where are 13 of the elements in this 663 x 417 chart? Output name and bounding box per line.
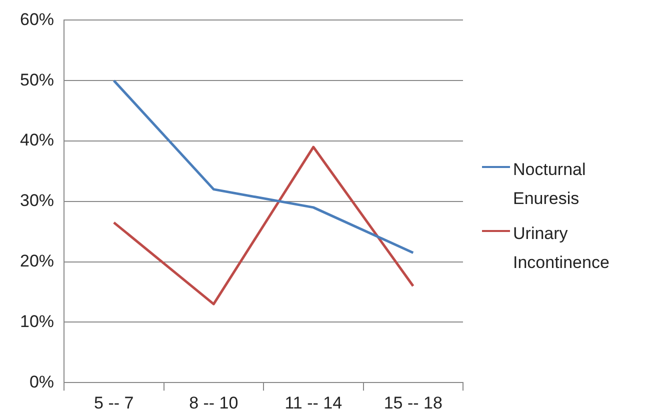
y-tick-label: 40%: [20, 130, 54, 150]
y-tick-label: 20%: [20, 251, 54, 270]
legend-label: Urinary Incontinence: [513, 223, 610, 274]
y-tick-label: 60%: [20, 10, 54, 29]
y-tick-label: 50%: [20, 70, 54, 90]
y-tick-label: 10%: [20, 312, 54, 331]
x-tick-label: 15 -- 18: [384, 393, 442, 412]
y-tick-label: 30%: [20, 191, 54, 210]
legend-label: Nocturnal Enuresis: [513, 159, 587, 210]
x-tick-label: 5 -- 7: [94, 393, 134, 412]
x-tick-label: 8 -- 10: [189, 393, 238, 412]
y-tick-label: 0%: [29, 372, 54, 392]
x-tick-label: 11 -- 14: [284, 393, 342, 412]
